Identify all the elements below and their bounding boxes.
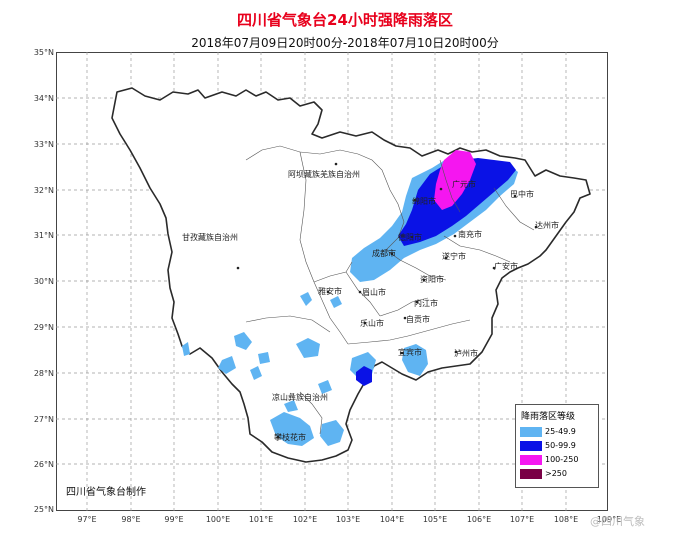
rain-100-250 [434,150,476,210]
map-title: 四川省气象台24小时强降雨落区 [237,11,453,29]
lat-label: 34°N [33,94,54,103]
legend-swatch [520,441,542,451]
lat-label: 30°N [33,277,54,286]
legend-label: >250 [545,469,567,478]
lon-label: 100°E [205,515,231,524]
lon-label: 106°E [466,515,492,524]
lon-label: 99°E [164,515,184,524]
place-label: 德阳市 [398,232,422,242]
lon-label: 103°E [335,515,361,524]
lon-label: 101°E [248,515,274,524]
place-label: 攀枝花市 [274,432,306,442]
prefecture-boundaries [245,145,535,435]
place-label: 巴中市 [510,189,534,199]
lon-label: 107°E [509,515,535,524]
lat-label: 27°N [33,415,54,424]
place-label: 广元市 [452,179,476,189]
legend-label: 50-99.9 [545,441,576,450]
place-label: 自贡市 [406,314,430,324]
place-label: 内江市 [414,298,438,308]
place-label: 泸州市 [454,348,478,358]
place-label: 宜宾市 [398,347,422,357]
lat-label: 32°N [33,186,54,195]
place-label: 甘孜藏族自治州 [182,232,238,242]
lon-label: 104°E [379,515,405,524]
lon-label: 105°E [422,515,448,524]
lat-label: 33°N [33,140,54,149]
watermark: @四川气象 [590,515,645,528]
place-label: 广安市 [494,261,518,271]
place-label: 雅安市 [318,286,342,296]
legend-label: 100-250 [545,455,579,464]
map-frame [56,52,608,511]
lon-label: 97°E [77,515,97,524]
lat-label: 26°N [33,460,54,469]
lat-label: 35°N [33,48,54,57]
place-labels: 阿坝藏族羌族自治州 甘孜藏族自治州 广元市 巴中市 达州市 绵阳市 德阳市 南充… [182,169,559,442]
place-label: 资阳市 [420,274,444,284]
place-label: 绵阳市 [412,196,436,206]
place-label: 遂宁市 [442,251,466,261]
legend-swatch [520,427,542,437]
place-label: 凉山彝族自治州 [272,392,328,402]
legend-title: 降雨落区等级 [521,412,576,422]
legend-swatch [520,455,542,465]
legend-swatch [520,469,542,479]
city-markers [236,162,538,439]
lat-label: 25°N [33,505,54,514]
legend: 降雨落区等级 25-49.9 50-99.9 100-250 >250 [515,404,599,488]
rain-50-99 [356,158,516,386]
place-label: 眉山市 [362,287,386,297]
lat-label: 28°N [33,369,54,378]
lon-label: 108°E [553,515,579,524]
lat-label: 31°N [33,231,54,240]
legend-label: 25-49.9 [545,427,576,436]
lon-label: 98°E [121,515,141,524]
place-label: 南充市 [458,229,482,239]
lat-label: 29°N [33,323,54,332]
place-label: 乐山市 [360,318,384,328]
place-label: 成都市 [372,248,396,258]
producer-label: 四川省气象台制作 [66,487,146,498]
map-subtitle: 2018年07月09日20时00分-2018年07月10日20时00分 [191,36,499,50]
lon-label: 102°E [292,515,318,524]
place-label: 达州市 [535,220,559,230]
lon-label: 109°E [596,515,622,524]
place-label: 阿坝藏族羌族自治州 [288,169,360,179]
